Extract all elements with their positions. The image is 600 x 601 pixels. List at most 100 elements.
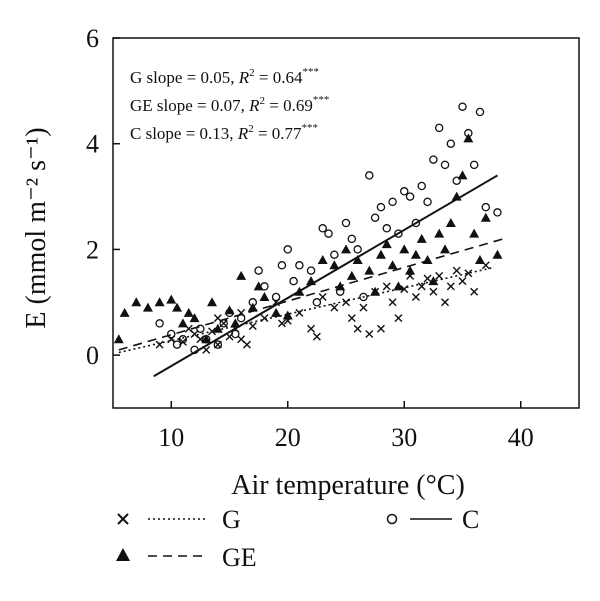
point-c <box>155 319 164 328</box>
point-ge <box>113 334 124 344</box>
point-g <box>470 287 479 296</box>
point-ge <box>422 255 433 264</box>
legend-label-c: C <box>462 505 479 534</box>
point-c <box>370 213 380 222</box>
point-ge <box>166 294 177 304</box>
point-g <box>417 282 426 291</box>
point-g <box>295 308 304 317</box>
point-c <box>446 139 456 148</box>
annotation-g-r2: 0.64 <box>273 68 303 87</box>
x-tick-label: 40 <box>508 423 534 452</box>
point-c <box>417 181 426 191</box>
point-ge <box>457 170 468 180</box>
x-axis-title: Air temperature (°C) <box>231 470 465 501</box>
point-c <box>359 292 368 302</box>
legend-label-ge: GE <box>222 543 257 572</box>
point-ge <box>230 318 241 328</box>
annotation-ge-stars: *** <box>313 94 330 106</box>
point-ge <box>189 313 200 323</box>
annotation-c-stars: *** <box>302 122 319 134</box>
point-g <box>435 271 444 280</box>
point-ge <box>399 244 410 254</box>
point-g <box>318 293 327 301</box>
point-c <box>166 329 176 339</box>
point-c <box>405 192 415 201</box>
y-tick-label: 4 <box>86 130 99 159</box>
annotation-g: G slope = 0.05, R2 = 0.64*** <box>130 66 319 87</box>
annotation-c-label: C slope = 0.13, <box>130 124 238 143</box>
point-g <box>423 274 432 283</box>
point-ge <box>259 292 270 301</box>
point-c <box>306 266 316 275</box>
point-ge <box>410 249 421 259</box>
point-ge <box>282 310 293 320</box>
point-c <box>353 245 362 254</box>
point-g <box>452 266 461 275</box>
point-ge <box>445 218 456 227</box>
point-g <box>347 314 356 323</box>
point-c <box>312 298 322 307</box>
legend-item-ge: GE <box>116 543 257 572</box>
point-g <box>388 298 397 307</box>
point-g <box>248 322 257 331</box>
point-g <box>446 282 455 291</box>
point-g <box>359 303 368 312</box>
y-tick-label: 2 <box>86 235 99 264</box>
point-c <box>254 266 263 275</box>
point-ge <box>207 297 218 307</box>
point-g <box>155 340 164 349</box>
point-ge <box>387 260 398 270</box>
point-ge <box>393 281 404 291</box>
point-g <box>382 282 391 291</box>
point-ge <box>183 307 194 317</box>
point-ge <box>469 228 480 238</box>
point-g <box>330 303 339 312</box>
point-g <box>458 277 467 286</box>
point-c <box>225 308 234 318</box>
point-ge <box>428 276 439 286</box>
point-c <box>283 245 292 254</box>
point-c <box>423 197 432 207</box>
point-g <box>353 324 362 333</box>
point-c <box>318 224 327 233</box>
cross-marker-icon <box>117 513 129 525</box>
legend-item-c: C <box>386 505 479 534</box>
point-ge <box>434 228 445 238</box>
annotation-c-r2: 0.77 <box>272 124 302 143</box>
point-ge <box>142 302 153 312</box>
point-ge <box>177 318 188 328</box>
point-ge <box>172 302 183 312</box>
point-c <box>347 234 357 244</box>
fit-lines <box>118 174 504 378</box>
legend: G C GE <box>116 505 479 572</box>
point-g <box>365 330 374 338</box>
point-g <box>376 324 385 333</box>
point-ge <box>236 270 247 280</box>
point-ge <box>492 249 503 259</box>
point-c <box>388 197 397 207</box>
point-g <box>312 332 321 341</box>
fit-line-ge <box>118 238 504 351</box>
x-tick-label: 10 <box>158 423 184 452</box>
point-g <box>441 298 450 307</box>
point-g <box>277 319 286 328</box>
annotation-ge-r2: 0.69 <box>283 96 313 115</box>
point-c <box>248 298 258 307</box>
annotation-g-label: G slope = 0.05, <box>130 68 239 87</box>
point-ge <box>352 255 363 264</box>
point-c <box>271 292 281 302</box>
point-ge <box>131 297 142 307</box>
point-ge <box>341 244 351 254</box>
point-ge <box>405 265 416 275</box>
point-c <box>481 202 491 212</box>
point-c <box>335 287 345 296</box>
y-axis-ticks: 0 2 4 6 <box>86 24 120 370</box>
point-c <box>376 202 386 212</box>
point-c <box>196 324 205 333</box>
x-tick-label: 30 <box>391 423 417 452</box>
point-c <box>429 155 438 164</box>
legend-label-g: G <box>222 505 241 534</box>
point-c <box>399 187 409 196</box>
point-c <box>324 229 333 238</box>
y-tick-label: 0 <box>86 341 99 370</box>
